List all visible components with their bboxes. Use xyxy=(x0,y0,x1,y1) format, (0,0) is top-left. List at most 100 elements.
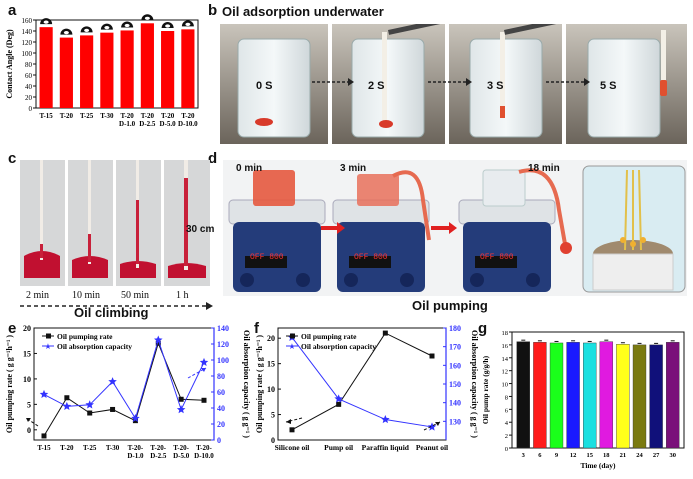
ytick-right-label-e-1: 20 xyxy=(217,420,225,429)
time-b-2: 3 S xyxy=(487,80,504,92)
xtick-label-g-5: 18 xyxy=(603,452,610,459)
legend-label-absorption-e: Oil absorption capacity xyxy=(57,342,132,351)
ylabel-left-e: Oil pumping rate ( g g⁻¹h⁻¹ ) xyxy=(5,335,14,433)
beaker-sequence-photo xyxy=(220,24,687,144)
ytick-right-label-e-3: 60 xyxy=(217,388,225,397)
xtick-label-e-0-0: T-15 xyxy=(37,444,51,452)
point-absorption-e-2 xyxy=(85,400,94,409)
ytick-label-a-1: 20 xyxy=(25,94,33,102)
bar-g-4 xyxy=(583,342,597,449)
ytick-right-label-e-0: 0 xyxy=(217,436,221,445)
droplet-highlight-a-6 xyxy=(165,24,171,28)
droplet-highlight-a-7 xyxy=(185,22,191,26)
panel-b-title: Oil adsorption underwater xyxy=(222,4,384,19)
point-absorption-e-4 xyxy=(131,413,140,423)
xtick-label-e-7-1: D-10.0 xyxy=(194,452,214,460)
ytick-label-g-2: 4 xyxy=(505,420,509,427)
arrowhead-left-f xyxy=(286,419,291,424)
point-absorption-e-6 xyxy=(176,405,186,414)
legend-label-absorption-f: Oil absorption capacity xyxy=(301,342,376,351)
ytick-label-a-5: 100 xyxy=(22,50,33,58)
xtick-label-e-6-1: D-5.0 xyxy=(173,452,190,460)
stirrer-2 xyxy=(332,170,431,292)
point-absorption-e-7 xyxy=(199,357,209,367)
bar-g-2 xyxy=(549,342,564,449)
xtick-label-a-6-1: D-5.0 xyxy=(160,120,177,128)
xtick-label-a-0-0: T-15 xyxy=(39,112,53,120)
bar-g-7 xyxy=(632,344,647,449)
bar-g-0 xyxy=(516,341,530,449)
arrowhead-right-e xyxy=(201,368,206,372)
ytick-right-label-e-7: 140 xyxy=(217,324,229,333)
ytick-left-label-f-4: 20 xyxy=(267,334,275,343)
oil-pumping-title: Oil pumping xyxy=(412,298,488,313)
point-absorption-f-2 xyxy=(381,414,390,424)
arrow-right-f xyxy=(423,421,441,431)
chart-e: 0 5 10 15 20 0 20 40 60 80 100 120 140 Oil pumping ra… xyxy=(5,324,251,460)
ytick-label-g-7: 14 xyxy=(502,356,509,363)
time-c-0: 2 min xyxy=(26,290,50,301)
droplet-highlight-a-5 xyxy=(144,16,150,20)
panel-label-d: d xyxy=(208,150,218,167)
ytick-label-g-1: 2 xyxy=(505,433,508,440)
ytick-left-label-f-3: 15 xyxy=(267,360,275,369)
xtick-label-g-2: 9 xyxy=(555,452,559,459)
ytick-label-a-7: 140 xyxy=(22,28,33,36)
point-absorption-f-3 xyxy=(427,422,437,431)
xtick-label-f-2-0: Paraffin liquid xyxy=(362,443,410,452)
beaker-2 xyxy=(351,24,448,138)
point-absorption-e-5 xyxy=(154,335,163,344)
ylabel-right-e: Oil absorption capacity ( g g⁻¹ ) xyxy=(242,330,251,438)
xtick-label-e-2-0: T-25 xyxy=(83,444,97,452)
line-absorption-f xyxy=(291,337,433,428)
ytick-label-g-8: 16 xyxy=(502,343,509,350)
bar-g-8 xyxy=(649,344,663,449)
ytick-label-a-4: 80 xyxy=(25,61,33,69)
xtick-label-f-3-0: Peanut oil xyxy=(416,443,448,452)
bar-a-6 xyxy=(161,31,175,108)
ytick-right-label-f-5: 180 xyxy=(449,324,461,333)
beaker-1 xyxy=(237,38,311,138)
oil-climbing-photo xyxy=(20,160,210,286)
xtick-label-g-7: 24 xyxy=(636,452,643,459)
oil-climbing-title: Oil climbing xyxy=(74,305,149,320)
xtick-label-a-5-0: T-20 xyxy=(141,112,155,120)
panel-label-a: a xyxy=(8,2,17,19)
xtick-label-a-3-0: T-30 xyxy=(100,112,114,120)
schematic-inset xyxy=(582,165,686,293)
droplet-highlight-a-0 xyxy=(43,20,49,24)
xtick-label-e-5-0: T-20- xyxy=(150,444,166,452)
panel-b-photo-strip xyxy=(220,24,687,144)
ylabel-left-f: Oil pumping rate ( g g⁻¹h⁻¹ ) xyxy=(255,335,264,433)
xtick-label-e-1-0: T-20 xyxy=(60,444,74,452)
time-d-2: 18 min xyxy=(528,163,560,174)
oil-pumping-photo xyxy=(223,160,687,296)
bar-g-6 xyxy=(616,344,630,449)
ytick-left-label-e-1: 5 xyxy=(27,400,31,409)
xtick-label-f-1-0: Pump oil xyxy=(324,443,353,452)
stirrer-3 xyxy=(458,168,572,292)
time-c-1: 10 min xyxy=(72,290,101,301)
panel-label-e: e xyxy=(8,320,17,337)
bar-a-0 xyxy=(39,27,53,108)
point-pumping-e-3 xyxy=(110,406,116,412)
ytick-left-label-e-2: 10 xyxy=(23,375,31,384)
point-pumping-e-5 xyxy=(155,340,161,346)
point-pumping-e-6 xyxy=(178,396,184,402)
ytick-right-label-f-3: 160 xyxy=(449,361,461,370)
oil-climbing-arrow xyxy=(20,302,213,310)
xtick-label-e-4-1: D-1.0 xyxy=(127,452,144,460)
bar-a-5 xyxy=(140,23,154,108)
ytick-label-g-5: 10 xyxy=(502,382,509,389)
ytick-left-label-f-1: 5 xyxy=(271,411,275,420)
display-d-1: OFF 800 xyxy=(354,253,388,262)
time-b-0: 0 S xyxy=(256,80,273,92)
panel-label-c: c xyxy=(8,150,17,167)
ytick-right-label-e-4: 80 xyxy=(217,372,225,381)
point-absorption-e-0 xyxy=(39,389,49,399)
legend-marker-pumping-f xyxy=(290,333,295,339)
beaker-4 xyxy=(587,30,667,138)
droplet-highlight-a-2 xyxy=(84,28,90,32)
xtick-label-f-0-0: Silicone oil xyxy=(275,443,310,452)
